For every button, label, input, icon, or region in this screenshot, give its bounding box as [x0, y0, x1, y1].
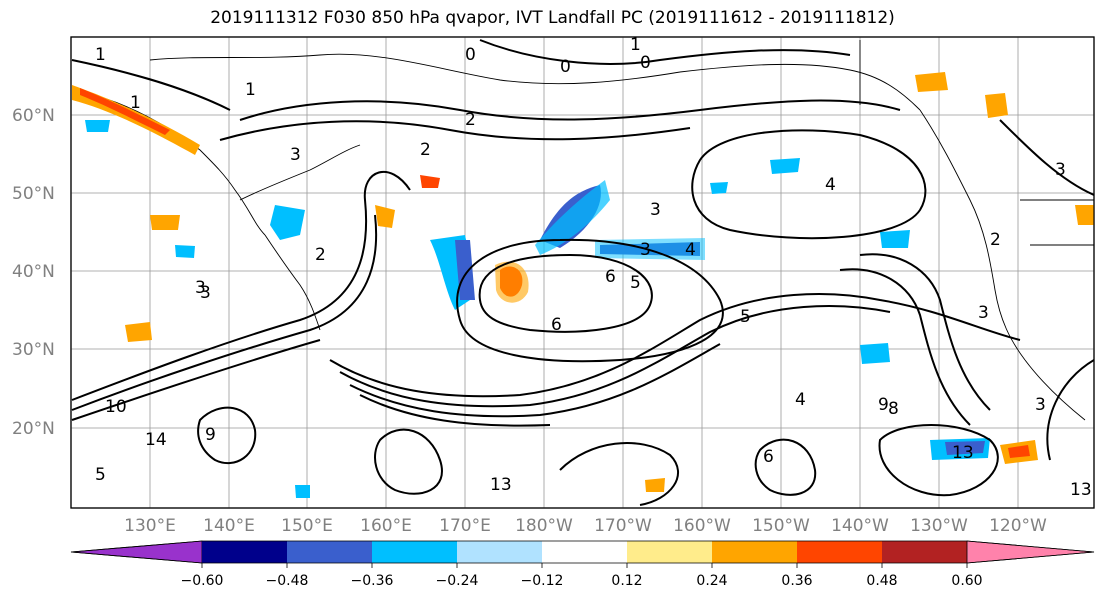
contour-label: 2 [465, 110, 476, 130]
lon-label: 140°E [203, 516, 255, 536]
contour-label: 9 [205, 425, 216, 445]
contour-label: 13 [1070, 480, 1092, 500]
lat-label-20n: 20°N [12, 419, 55, 439]
contour-label-group: 1 1 1 0 0 0 1 2 2 3 3 2 3 4 3 4 6 5 6 5 … [95, 35, 1092, 500]
colorbar: −0.60 −0.48 −0.36 −0.24 −0.12 0.12 0.24 … [70, 540, 1095, 589]
colorbar-swatch-2 [287, 541, 372, 563]
colorbar-tick-label: −0.60 [181, 573, 224, 589]
colorbar-swatch-5 [542, 541, 627, 563]
colorbar-swatch-9 [882, 541, 967, 563]
contour-label: 3 [290, 145, 301, 165]
contour-label: 6 [605, 267, 616, 287]
colorbar-tick-label: 0.12 [611, 573, 642, 589]
colorbar-swatch-1 [202, 541, 287, 563]
latitude-labels: 60°N 50°N 40°N 30°N 20°N [12, 106, 55, 439]
colorbar-swatch-0 [70, 540, 203, 564]
contour-label: 3 [1055, 160, 1066, 180]
contour-label: 10 [105, 397, 127, 417]
contour-label: 0 [640, 53, 651, 73]
lon-label: 120°W [989, 516, 1047, 536]
lat-label-50n: 50°N [12, 184, 55, 204]
contour-label: 13 [490, 475, 512, 495]
colorbar-tick-label: −0.36 [351, 573, 394, 589]
contour-label: 2 [420, 140, 431, 160]
colorbar-tick-label: 0.36 [781, 573, 812, 589]
contour-label: 5 [95, 465, 106, 485]
contour-label: 6 [763, 447, 774, 467]
colorbar-tick-label: 0.24 [696, 573, 727, 589]
contour-label: 5 [630, 273, 641, 293]
contour-label: 0 [560, 57, 571, 77]
graticule [71, 37, 1094, 508]
lon-label: 170°E [439, 516, 491, 536]
colorbar-swatch-7 [712, 541, 797, 563]
coastlines [79, 40, 1094, 421]
contour-label: 13 [952, 443, 974, 463]
longitude-labels: 130°E 140°E 150°E 160°E 170°E 180°W 170°… [124, 516, 1047, 536]
colorbar-swatch-6 [627, 541, 712, 563]
contour-label: 4 [685, 240, 696, 260]
lon-label: 150°E [281, 516, 333, 536]
contour-label: 4 [825, 175, 836, 195]
contour-label: 2 [315, 245, 326, 265]
shading-patches [72, 72, 1094, 498]
lat-label-30n: 30°N [12, 340, 55, 360]
contour-label: 3 [200, 283, 211, 303]
colorbar-tick-label: −0.12 [521, 573, 564, 589]
lon-label: 160°E [360, 516, 412, 536]
colorbar-tick-label: −0.24 [436, 573, 479, 589]
contour-label: 1 [630, 35, 641, 55]
lon-label: 170°W [594, 516, 652, 536]
colorbar-swatch-8 [797, 541, 882, 563]
lon-label: 160°W [673, 516, 731, 536]
contour-label: 3 [650, 200, 661, 220]
lat-label-40n: 40°N [12, 262, 55, 282]
contour-label: 2 [990, 230, 1001, 250]
contour-label: 3 [195, 278, 206, 298]
contour-lines [71, 39, 1094, 506]
contour-label: 8 [888, 399, 899, 419]
contour-label: 4 [795, 390, 806, 410]
contour-label: 6 [551, 315, 562, 335]
contour-label: 3 [640, 240, 651, 260]
colorbar-swatch-10 [966, 540, 1095, 564]
contour-label: 3 [978, 303, 989, 323]
contour-label: 1 [130, 93, 141, 113]
contour-label: 1 [245, 80, 256, 100]
lon-label: 140°W [831, 516, 889, 536]
contour-label: 0 [465, 45, 476, 65]
contour-label: 3 [1035, 395, 1046, 415]
lon-label: 130°E [124, 516, 176, 536]
colorbar-tick-label: 0.60 [951, 573, 982, 589]
lat-label-60n: 60°N [12, 106, 55, 126]
colorbar-swatch-4 [457, 541, 542, 563]
colorbar-swatch-3 [372, 541, 457, 563]
colorbar-tick-label: −0.48 [266, 573, 309, 589]
contour-label: 14 [145, 430, 167, 450]
lon-label: 130°W [910, 516, 968, 536]
lon-label: 150°W [752, 516, 810, 536]
map-title: 2019111312 F030 850 hPa qvapor, IVT Land… [210, 8, 895, 28]
contour-label: 1 [95, 45, 106, 65]
lon-label: 180°W [515, 516, 573, 536]
colorbar-tick-label: 0.48 [866, 573, 897, 589]
contour-label: 5 [740, 307, 751, 327]
contour-label: 9 [878, 395, 889, 415]
